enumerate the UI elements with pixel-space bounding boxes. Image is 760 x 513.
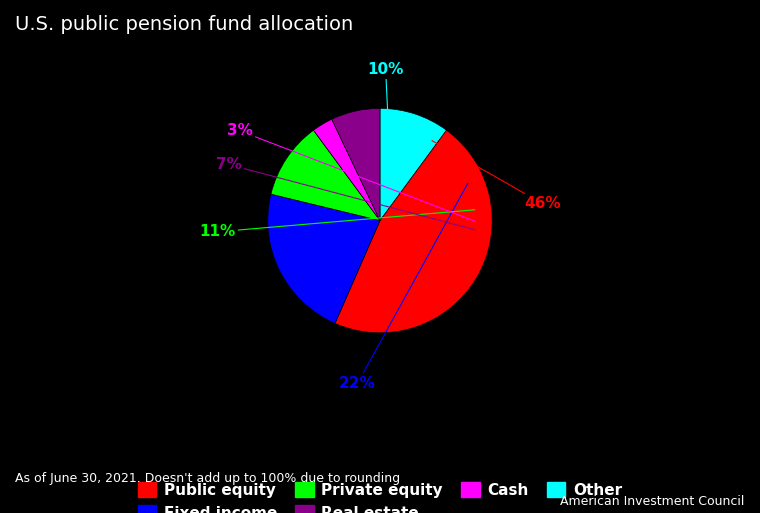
Text: 22%: 22%: [339, 183, 468, 391]
Text: 3%: 3%: [226, 123, 476, 222]
Wedge shape: [335, 130, 492, 333]
Wedge shape: [271, 130, 380, 221]
Text: As of June 30, 2021. Doesn't add up to 100% due to rounding: As of June 30, 2021. Doesn't add up to 1…: [15, 472, 401, 485]
Wedge shape: [332, 108, 380, 221]
Text: 10%: 10%: [367, 62, 404, 126]
Text: U.S. public pension fund allocation: U.S. public pension fund allocation: [15, 15, 353, 34]
Wedge shape: [380, 108, 447, 221]
Wedge shape: [313, 119, 380, 221]
Text: 46%: 46%: [432, 141, 561, 211]
Wedge shape: [268, 194, 380, 323]
Text: 11%: 11%: [199, 210, 475, 239]
Text: 7%: 7%: [216, 157, 475, 230]
Legend: Public equity, Fixed income, Private equity, Real estate, Cash, Other: Public equity, Fixed income, Private equ…: [130, 474, 630, 513]
Text: American Investment Council: American Investment Council: [560, 495, 745, 508]
